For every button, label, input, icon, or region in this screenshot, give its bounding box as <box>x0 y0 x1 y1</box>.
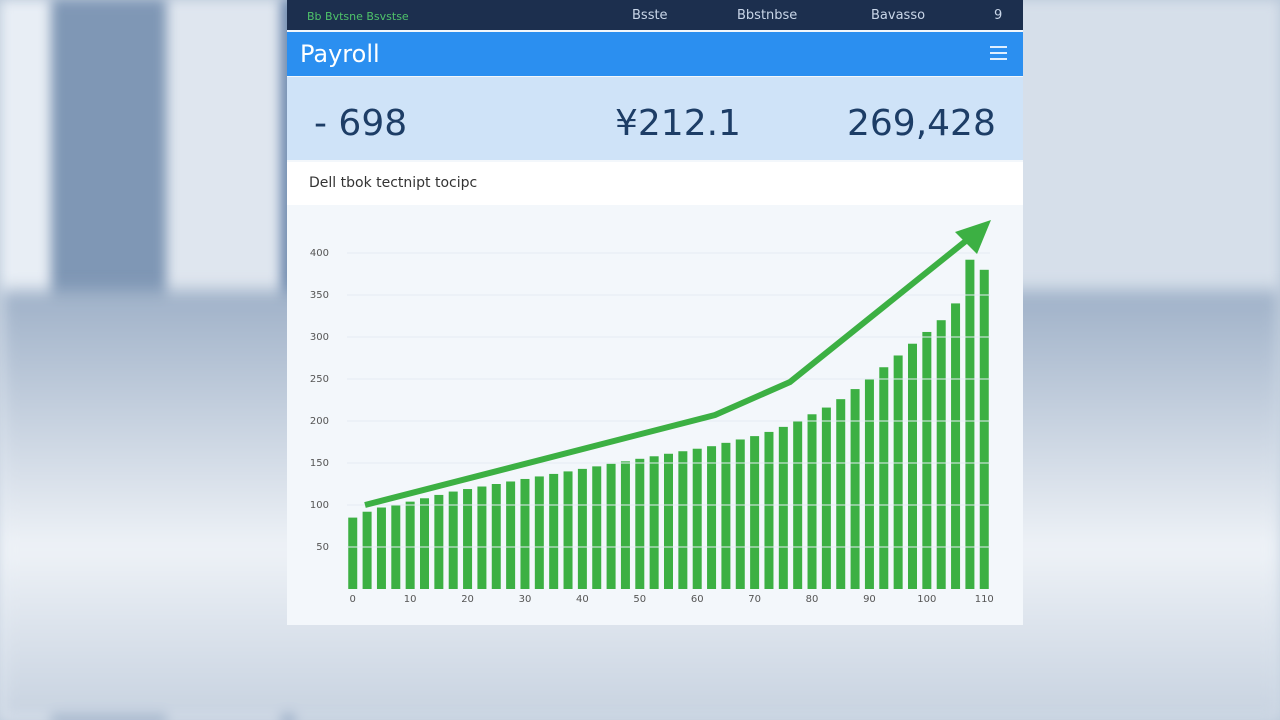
y-tick-label: 250 <box>310 374 329 385</box>
bar <box>664 453 673 589</box>
y-tick-label: 350 <box>310 290 329 301</box>
chart: 50 100 150 200 250 300 350 400 0 10 20 30 40 50 60 70 80… <box>310 220 994 605</box>
x-tick-label: 50 <box>633 594 646 605</box>
bar <box>563 471 573 589</box>
y-tick-label: 150 <box>310 458 329 469</box>
bar <box>678 451 688 589</box>
bar <box>448 491 458 589</box>
bar <box>864 379 874 589</box>
subtitle: Dell tbok tectnipt tocipc <box>309 175 478 191</box>
y-tick-label: 400 <box>310 248 329 259</box>
trend-arrow <box>364 237 969 508</box>
nav-bar: Bb Bvtsne Bsvstse Bsste Bbstnbse Bavasso… <box>287 0 1023 30</box>
bar <box>405 501 415 589</box>
bar <box>534 476 544 589</box>
header: Payroll <box>287 32 1023 76</box>
nav-item[interactable]: Bsste <box>632 8 668 23</box>
bar <box>778 426 788 589</box>
x-tick-label: 80 <box>806 594 819 605</box>
bar <box>491 484 501 589</box>
stat: 269,428 <box>847 103 996 144</box>
stats-bar: - 698 ¥212.1 269,428 <box>287 77 1023 160</box>
bar <box>477 486 487 589</box>
bar <box>879 367 889 589</box>
bar <box>362 511 372 589</box>
x-tick-label: 100 <box>917 594 936 605</box>
bar <box>692 448 702 589</box>
dashboard: Bb Bvtsne Bsvstse Bsste Bbstnbse Bavasso… <box>287 0 1023 625</box>
bar <box>907 343 917 589</box>
bar <box>376 507 386 589</box>
y-tick-label: 100 <box>310 500 329 511</box>
bar <box>649 456 659 589</box>
bar <box>577 468 587 589</box>
bar <box>821 407 831 589</box>
header-title: Payroll <box>300 40 380 68</box>
x-tick-label: 10 <box>404 594 417 605</box>
bar <box>707 446 717 589</box>
nav-item[interactable]: Bavasso <box>871 8 926 23</box>
x-tick-label: 30 <box>519 594 532 605</box>
bar <box>592 466 602 589</box>
brand: Bb Bvtsne Bsvstse <box>307 10 409 23</box>
bar <box>606 463 616 589</box>
y-tick-label: 300 <box>310 332 329 343</box>
bar <box>420 498 430 589</box>
menu-icon[interactable] <box>990 46 1007 60</box>
bar <box>635 458 645 589</box>
stat: - 698 <box>314 103 408 144</box>
bar <box>764 431 774 589</box>
subtitle-bar: Dell tbok tectnipt tocipc <box>287 162 1023 205</box>
x-tick-label: 70 <box>748 594 761 605</box>
bar <box>520 478 530 589</box>
bar <box>936 320 946 589</box>
bar <box>549 473 559 589</box>
x-tick-label: 40 <box>576 594 589 605</box>
nav-item[interactable]: 9 <box>994 8 1003 23</box>
x-tick-label: 110 <box>975 594 994 605</box>
bar <box>463 489 473 589</box>
bar <box>979 269 989 589</box>
x-tick-label: 0 <box>350 594 356 605</box>
y-tick-label: 50 <box>316 542 329 553</box>
bar <box>965 259 975 589</box>
bar <box>620 461 630 589</box>
y-tick-label: 200 <box>310 416 329 427</box>
x-tick-label: 90 <box>863 594 876 605</box>
bar <box>807 414 817 589</box>
bar <box>721 442 731 589</box>
bar <box>348 517 358 589</box>
bar <box>506 481 516 589</box>
bar <box>850 389 860 589</box>
bar <box>893 355 903 589</box>
bar <box>735 439 745 589</box>
trend-arrowhead <box>955 220 991 254</box>
bar <box>951 303 961 589</box>
bar <box>922 331 932 589</box>
nav-item[interactable]: Bbstnbse <box>737 8 798 23</box>
bar <box>750 436 760 589</box>
x-tick-label: 20 <box>461 594 474 605</box>
stat: ¥212.1 <box>615 103 741 144</box>
bar <box>836 399 846 589</box>
bar <box>434 494 444 589</box>
x-tick-label: 60 <box>691 594 704 605</box>
